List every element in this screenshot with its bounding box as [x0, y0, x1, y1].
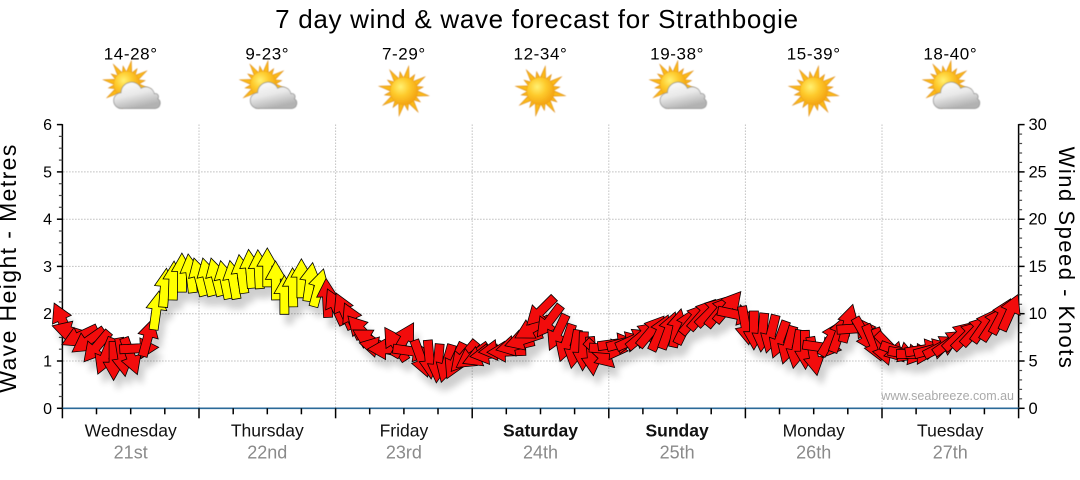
svg-text:10: 10: [1029, 305, 1047, 323]
svg-text:Friday: Friday: [380, 421, 429, 441]
svg-text:Tuesday: Tuesday: [917, 421, 984, 441]
svg-text:Monday: Monday: [783, 421, 846, 441]
svg-text:Sunday: Sunday: [645, 421, 708, 441]
svg-text:0: 0: [1029, 400, 1038, 418]
svg-text:4: 4: [43, 212, 52, 229]
svg-text:6: 6: [43, 117, 52, 134]
svg-text:24th: 24th: [523, 443, 558, 463]
svg-text:21st: 21st: [114, 443, 148, 463]
svg-text:25th: 25th: [660, 443, 695, 463]
svg-text:7 day wind & wave forecast for: 7 day wind & wave forecast for Strathbog…: [275, 4, 799, 34]
svg-text:20: 20: [1029, 211, 1047, 229]
svg-text:2: 2: [43, 306, 52, 323]
svg-text:Wind Speed - Knots: Wind Speed - Knots: [1054, 147, 1079, 370]
svg-text:23rd: 23rd: [386, 443, 422, 463]
svg-text:Wave Height - Metres: Wave Height - Metres: [0, 143, 21, 393]
svg-text:Wednesday: Wednesday: [85, 421, 177, 441]
svg-text:25: 25: [1029, 163, 1047, 181]
svg-text:22nd: 22nd: [247, 443, 287, 463]
svg-text:www.seabreeze.com.au: www.seabreeze.com.au: [880, 389, 1014, 403]
svg-text:30: 30: [1029, 116, 1047, 134]
svg-text:5: 5: [43, 164, 52, 181]
svg-text:18-40°: 18-40°: [923, 45, 977, 64]
svg-text:5: 5: [1029, 353, 1038, 371]
svg-text:26th: 26th: [796, 443, 831, 463]
svg-text:15: 15: [1029, 258, 1047, 276]
svg-text:3: 3: [43, 259, 52, 276]
svg-text:0: 0: [43, 401, 52, 418]
svg-text:Saturday: Saturday: [503, 421, 578, 441]
svg-text:14-28°: 14-28°: [104, 45, 158, 64]
svg-text:7-29°: 7-29°: [382, 45, 426, 64]
svg-text:27th: 27th: [933, 443, 968, 463]
svg-text:12-34°: 12-34°: [514, 45, 568, 64]
svg-text:1: 1: [43, 354, 52, 371]
svg-text:Thursday: Thursday: [231, 421, 304, 441]
svg-text:9-23°: 9-23°: [245, 45, 289, 64]
svg-text:19-38°: 19-38°: [650, 45, 704, 64]
svg-text:15-39°: 15-39°: [787, 45, 841, 64]
